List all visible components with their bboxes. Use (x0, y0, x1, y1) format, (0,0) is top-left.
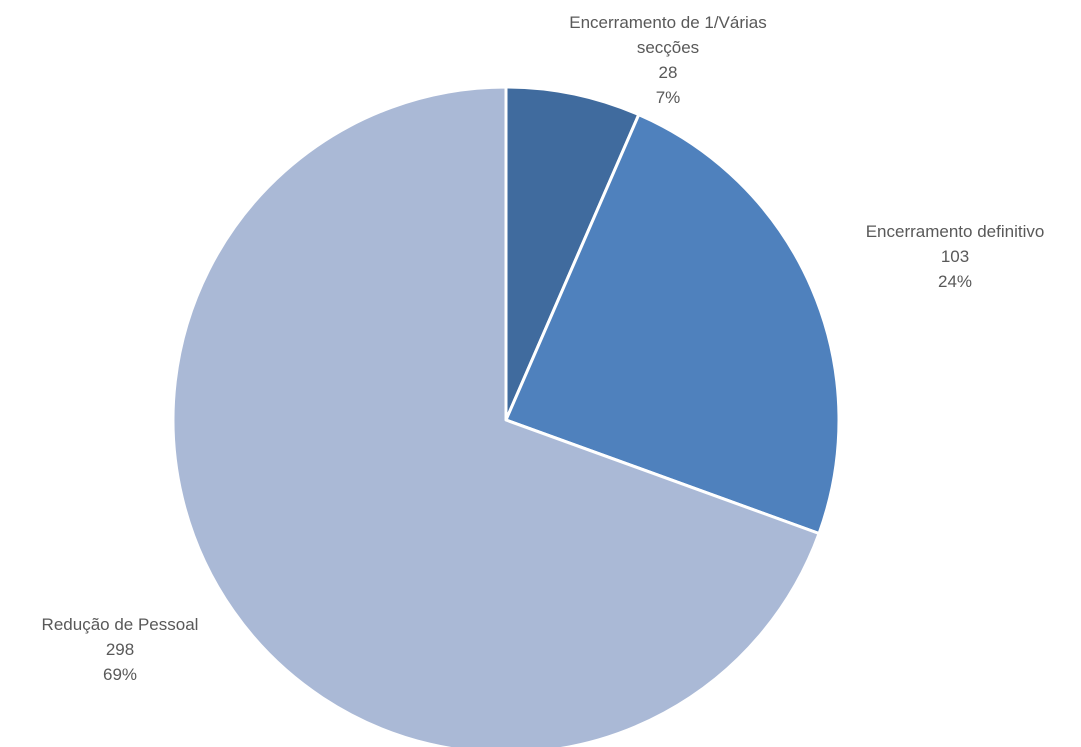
slice-label-percent: 69% (102, 665, 138, 684)
slice-label-value: 298 (105, 640, 135, 659)
slice-label-value: 103 (940, 247, 970, 266)
slice-label-name: Redução de Pessoal (41, 615, 199, 634)
slice-label-name: Encerramento definitivo (865, 222, 1045, 241)
pie-slice-encerramento-definitivo (504, 113, 841, 536)
pie-slice-reducao-de-pessoal (171, 85, 821, 747)
slice-label-encerramento-seccoes: Encerramento de 1/Várias secções 28 7% (528, 10, 808, 110)
slice-label-reducao-pessoal: Redução de Pessoal 298 69% (0, 612, 240, 687)
slice-label-percent: 24% (937, 272, 973, 291)
slice-label-name: Encerramento de 1/Várias secções (569, 13, 767, 57)
slice-label-encerramento-definitivo: Encerramento definitivo 103 24% (830, 219, 1080, 294)
slice-label-value: 28 (658, 63, 678, 82)
pie-slice-encerramento-de-1-varias-seccoes (504, 85, 641, 422)
slice-label-percent: 7% (655, 88, 681, 107)
